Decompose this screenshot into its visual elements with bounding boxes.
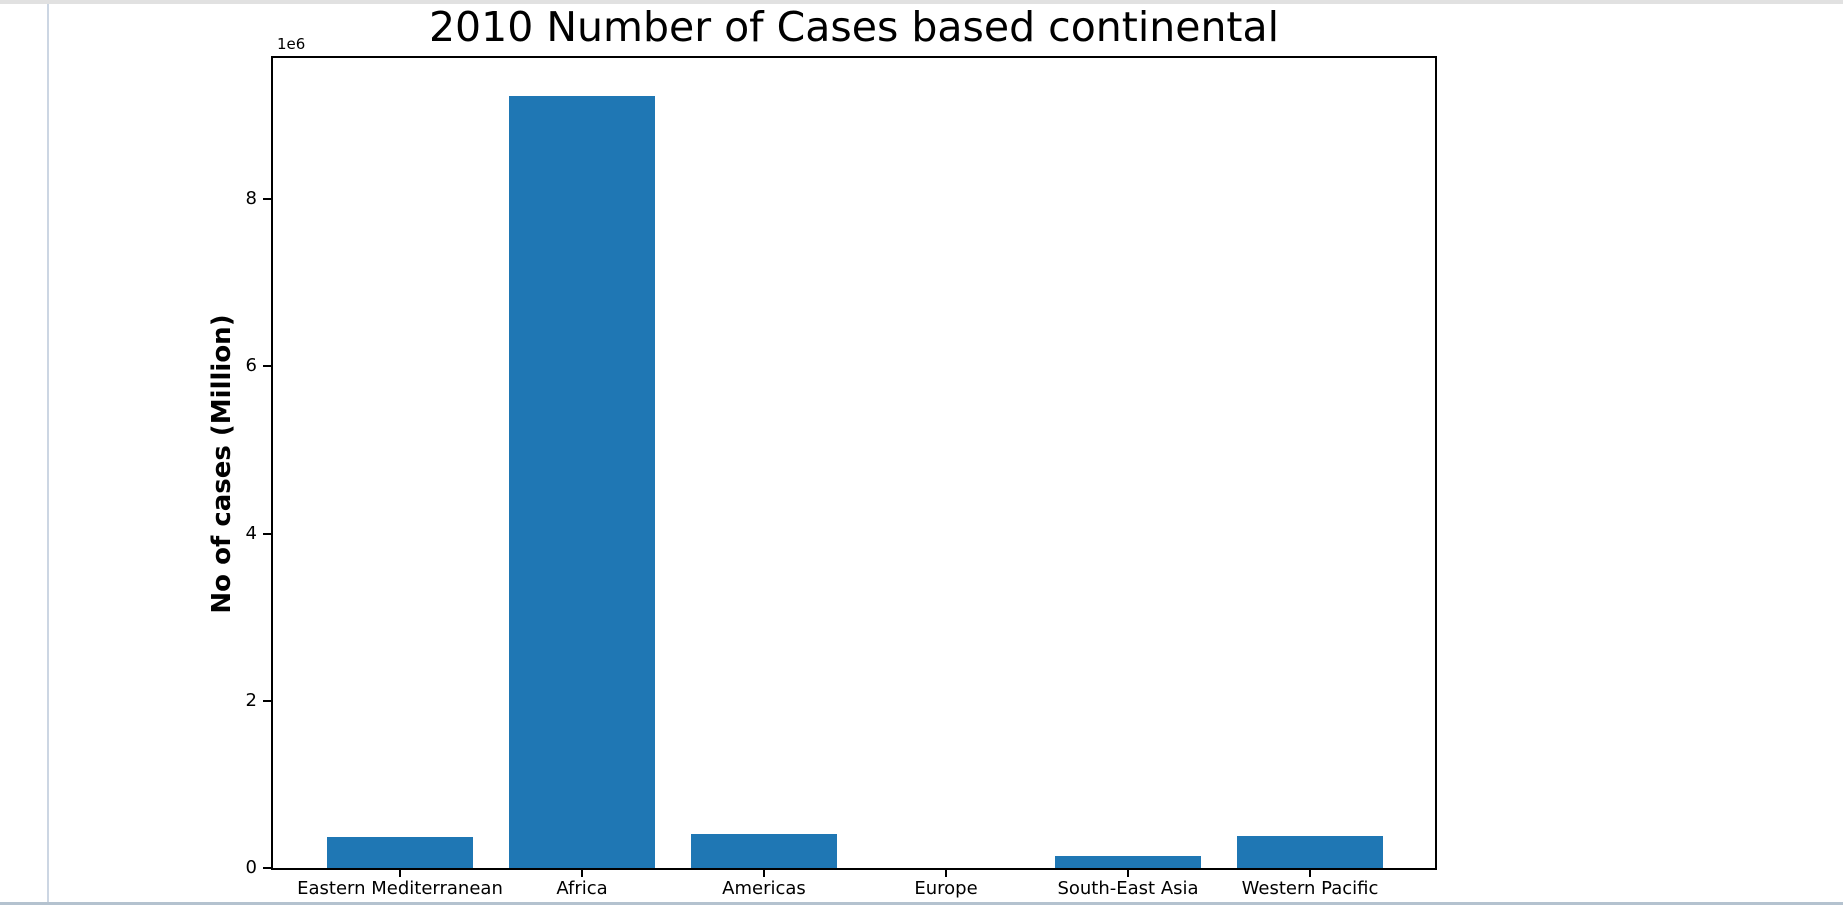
y-tick-label-6: 6 — [245, 355, 257, 377]
bottom-divider-line — [0, 902, 1843, 905]
y-tick-label-8: 8 — [245, 188, 257, 210]
y-tick-label-2: 2 — [245, 689, 257, 711]
x-tick-mark-americas — [763, 870, 765, 877]
x-tick-label-western-pacific: Western Pacific — [1241, 878, 1379, 899]
y-tick-mark-2 — [263, 699, 271, 702]
y-axis-label: No of cases (Million) — [207, 314, 237, 614]
x-tick-label-eastern-mediterranean: Eastern Mediterranean — [297, 878, 503, 899]
top-divider-strip — [0, 0, 1843, 4]
bar-western-pacific — [1237, 836, 1383, 868]
y-tick-mark-4 — [263, 532, 271, 535]
y-tick-label-0: 0 — [245, 857, 257, 878]
plot-area — [271, 56, 1437, 870]
x-tick-mark-eastern-mediterranean — [399, 870, 401, 877]
y-tick-mark-8 — [263, 198, 271, 201]
y-axis-offset-text: 1e6 — [277, 35, 306, 53]
x-tick-label-europe: Europe — [914, 878, 978, 899]
x-tick-label-americas: Americas — [722, 878, 806, 899]
cell-left-border-line — [47, 4, 49, 903]
bar-south-east-asia — [1055, 856, 1201, 868]
x-tick-mark-africa — [581, 870, 583, 877]
chart-title: 2010 Number of Cases based continental — [428, 3, 1280, 51]
x-tick-label-africa: Africa — [556, 878, 608, 899]
bar-eastern-mediterranean — [327, 837, 473, 868]
y-tick-mark-6 — [263, 365, 271, 368]
y-tick-label-4: 4 — [245, 522, 257, 544]
y-tick-mark-0 — [263, 867, 271, 869]
bar-americas — [691, 834, 837, 868]
x-tick-mark-western-pacific — [1309, 870, 1311, 877]
x-tick-mark-south-east-asia — [1127, 870, 1129, 877]
bar-africa — [509, 96, 655, 868]
x-tick-mark-europe — [945, 870, 947, 877]
x-tick-label-south-east-asia: South-East Asia — [1057, 878, 1199, 899]
